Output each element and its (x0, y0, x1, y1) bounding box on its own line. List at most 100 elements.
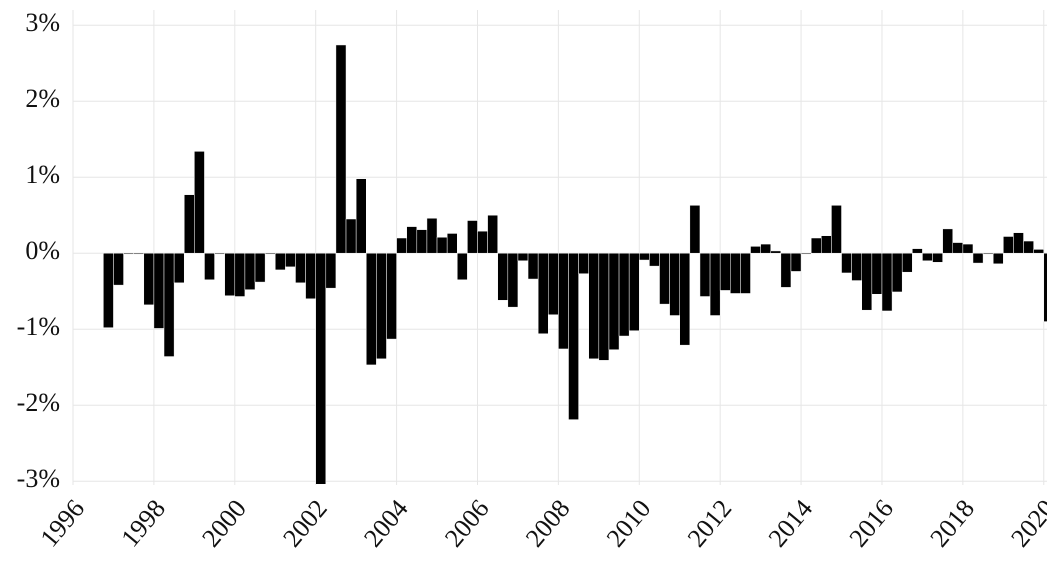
x-tick-label: 2014 (763, 494, 819, 552)
bar (1023, 240, 1034, 254)
bar (618, 252, 630, 337)
bar (942, 228, 954, 254)
bar (457, 252, 468, 281)
x-tick-label: 2004 (358, 494, 414, 552)
bar (133, 252, 145, 255)
bar (709, 252, 721, 316)
bar (153, 252, 165, 329)
bar (305, 252, 316, 300)
x-tick-label: 1996 (35, 494, 91, 552)
bar (366, 252, 377, 366)
bar (183, 194, 195, 254)
bar (841, 252, 852, 274)
bar (628, 252, 640, 331)
bar (568, 252, 579, 420)
bar (315, 252, 327, 485)
bar (274, 252, 286, 271)
bar (861, 252, 873, 311)
bar (598, 252, 610, 361)
bar (992, 252, 1004, 265)
bar (335, 44, 347, 254)
x-tick-label: 2016 (843, 494, 899, 552)
bar (760, 243, 771, 254)
grid (72, 10, 1047, 485)
x-tick-label: 2012 (682, 494, 738, 552)
bar (1013, 232, 1024, 254)
bar (871, 252, 883, 295)
bar (436, 236, 448, 254)
bar (719, 252, 731, 291)
bar (497, 252, 509, 301)
y-tick-label: 3% (25, 8, 60, 37)
bar (477, 230, 488, 254)
x-tick-label: 2018 (924, 494, 980, 552)
y-tick-label: -3% (17, 464, 60, 493)
bar (426, 217, 438, 254)
x-tick-label: 2006 (439, 494, 495, 552)
bar (376, 252, 387, 360)
bar (507, 252, 519, 308)
bar (517, 252, 529, 262)
bar (639, 252, 650, 261)
bar (588, 252, 600, 360)
x-tick-label: 2020 (1005, 494, 1047, 552)
bar (1003, 236, 1014, 254)
y-tick-label: 1% (25, 160, 60, 189)
bar (396, 237, 407, 254)
bar (194, 151, 205, 254)
bar (244, 252, 256, 290)
bar (689, 205, 701, 254)
bar (204, 252, 215, 281)
x-tick-label: 2002 (277, 494, 333, 552)
bar (932, 252, 943, 263)
y-tick-label: -1% (17, 312, 60, 341)
bar (699, 252, 711, 297)
x-tick-label: 1998 (115, 494, 171, 552)
bar (1033, 249, 1045, 254)
bar (881, 252, 893, 312)
y-tick-label: 0% (25, 236, 60, 265)
bar (659, 252, 670, 305)
bar (325, 252, 337, 289)
bar (527, 252, 539, 280)
bar (416, 229, 428, 254)
y-tick-label: 2% (25, 84, 60, 113)
bar (608, 252, 620, 350)
bar (730, 252, 741, 294)
bar (558, 252, 569, 350)
bar (891, 252, 903, 293)
bar (487, 214, 498, 254)
bar (679, 252, 691, 346)
x-tick-label: 2008 (520, 494, 576, 552)
x-tick-label: 2000 (196, 494, 252, 552)
bar (912, 248, 923, 254)
bar (578, 252, 589, 274)
y-tick-label: -2% (17, 388, 60, 417)
bar (406, 226, 418, 254)
bar (780, 252, 792, 288)
bar (790, 252, 802, 272)
bar (285, 252, 296, 268)
bar (537, 252, 549, 335)
bar (214, 252, 225, 255)
bar (123, 252, 134, 255)
bar (649, 252, 660, 267)
bar (467, 220, 478, 254)
bar (740, 252, 751, 294)
bar (901, 252, 913, 273)
bar (103, 252, 114, 328)
bar (770, 250, 782, 254)
bar (972, 252, 984, 264)
bar (345, 218, 357, 254)
bar (355, 178, 367, 254)
bar (224, 252, 236, 297)
bar (254, 252, 266, 283)
bar (800, 252, 812, 255)
bar (750, 246, 761, 254)
bar (446, 233, 458, 254)
bar (669, 252, 680, 316)
bar (831, 205, 842, 254)
bar (952, 242, 964, 254)
bar (264, 252, 276, 255)
